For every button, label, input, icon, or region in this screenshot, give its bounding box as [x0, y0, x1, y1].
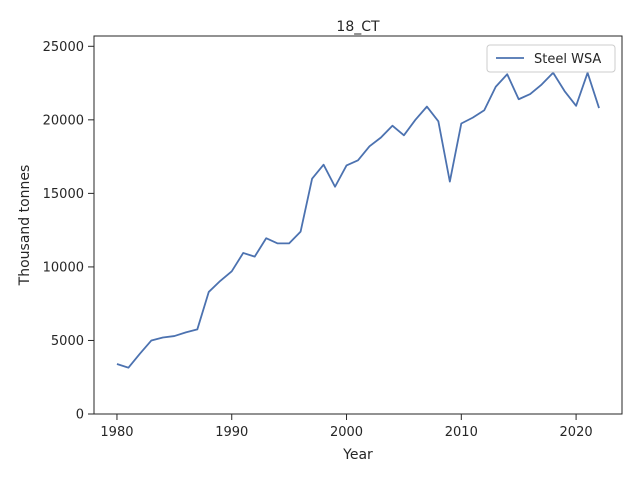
y-tick-label: 10000 [43, 260, 84, 275]
y-tick-label: 5000 [51, 334, 84, 349]
legend: Steel WSA [486, 44, 616, 73]
y-tick-label: 20000 [43, 113, 84, 128]
plot-frame [93, 35, 623, 415]
y-axis-label: Thousand tonnes [17, 165, 33, 287]
x-tick-label: 1990 [215, 425, 248, 440]
x-tick-label: 2020 [560, 425, 593, 440]
legend-box [486, 44, 616, 73]
x-axis-ticks: 1980 1990 2000 2010 2020 [100, 414, 593, 440]
x-axis-label: Year [342, 447, 373, 463]
y-tick-label: 0 [76, 408, 84, 423]
x-tick-label: 2000 [330, 425, 363, 440]
chart-title: 18_CT [336, 19, 380, 35]
y-tick-label: 15000 [43, 187, 84, 202]
series-line-steel-wsa [116, 71, 600, 369]
y-tick-label: 25000 [43, 40, 84, 55]
y-axis-ticks: 0 5000 10000 15000 20000 25000 [43, 40, 94, 423]
x-tick-label: 2010 [445, 425, 478, 440]
series-layer [116, 71, 600, 369]
legend-label-steel-wsa: Steel WSA [534, 52, 601, 67]
x-tick-label: 1980 [100, 425, 133, 440]
